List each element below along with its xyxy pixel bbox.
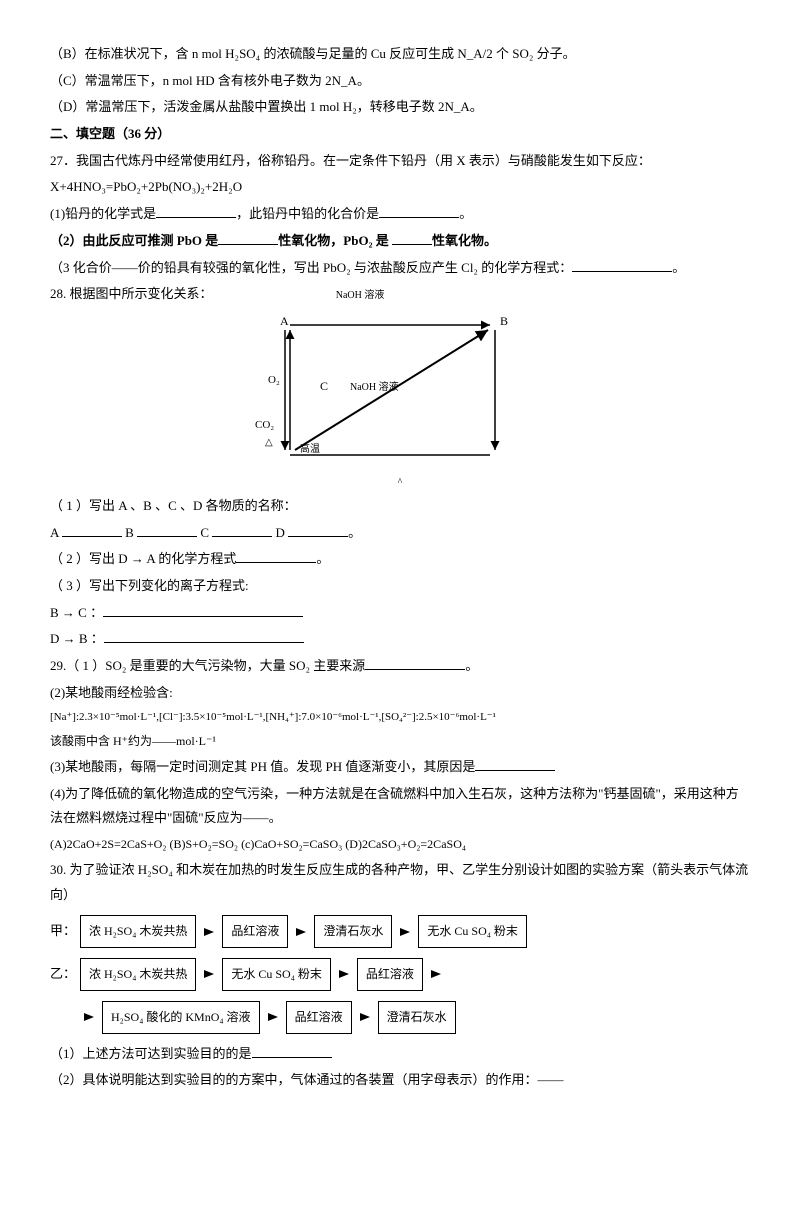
q27-1-text-c: 。 xyxy=(459,206,472,221)
blank xyxy=(475,756,555,771)
label-c: C xyxy=(320,375,328,398)
exp-yi-row2: H₂SO₄ 酸化的 KMnO₄ 溶液 品红溶液 澄清石灰水 xyxy=(50,999,750,1036)
arrow-icon xyxy=(204,928,214,936)
q28-2-text: （ 2 ）写出 D → A 的化学方程式 xyxy=(50,551,236,566)
blank xyxy=(392,230,432,245)
arrow-icon xyxy=(400,928,410,936)
q27-2-text-a: （2）由此反应可推测 PbO 是 xyxy=(50,233,218,248)
label-naoh-mid: NaOH 溶液 xyxy=(350,378,399,397)
q27-3-text-b: 。 xyxy=(672,260,685,275)
box-pinhong: 品红溶液 xyxy=(286,1001,352,1034)
reaction-diagram: A B O₂ C NaOH 溶液 CO₂ △ 高温 xyxy=(230,315,530,465)
q29-options: (A)2CaO+2S=2CaS+O₂ (B)S+O₂=SO₂ (c)CaO+SO… xyxy=(50,833,750,856)
blank xyxy=(379,203,459,218)
q28-3-db: D → B ： xyxy=(50,627,750,652)
q27-2-text-b: 性氧化物，PbO₂ 是 xyxy=(278,233,392,248)
q30-stem: 30. 为了验证浓 H₂SO₄ 和木炭在加热的时发生反应生成的各种产物，甲、乙学… xyxy=(50,858,750,907)
box-heat: 浓 H₂SO₄ 木炭共热 xyxy=(80,915,196,948)
box-limewater: 澄清石灰水 xyxy=(314,915,392,948)
blank xyxy=(252,1043,332,1058)
q29-1-end: 。 xyxy=(465,658,478,673)
jia-label: 甲： xyxy=(50,919,78,944)
box-cuso4: 无水 Cu SO₄ 粉末 xyxy=(418,915,527,948)
exp-yi-row1: 乙： 浓 H₂SO₄ 木炭共热 无水 Cu SO₄ 粉末 品红溶液 xyxy=(50,956,750,993)
label-o2: O₂ xyxy=(268,370,280,391)
section-2-title: 二、填空题（36 分） xyxy=(50,122,750,147)
arrow-icon xyxy=(360,1013,370,1021)
q27-1-text-b: ，此铅丹中铅的化合价是 xyxy=(236,206,379,221)
q29-1-text: 29.（ 1 ）SO₂ 是重要的大气污染物，大量 SO₂ 主要来源 xyxy=(50,658,365,673)
db-label: D → B ： xyxy=(50,631,104,646)
naoh-top-label: NaOH 溶液 xyxy=(336,290,385,301)
q28-text: 28. 根据图中所示变化关系： xyxy=(50,286,213,301)
q29-h: 该酸雨中含 H⁺约为——mol·L⁻¹ xyxy=(50,730,750,753)
option-b: （B）在标准状况下，含 n mol H₂SO₄ 的浓硫酸与足量的 Cu 反应可生… xyxy=(50,42,750,67)
q28-2-end: 。 xyxy=(316,551,329,566)
blank xyxy=(156,203,236,218)
option-d: （D）常温常压下，活泼金属从盐酸中置换出 1 mol H₂，转移电子数 2N_A… xyxy=(50,95,750,120)
label-c2: C xyxy=(200,525,209,540)
q28-2: （ 2 ）写出 D → A 的化学方程式 。 xyxy=(50,547,750,572)
label-a: A xyxy=(280,310,289,333)
q28-stem: 28. 根据图中所示变化关系： NaOH 溶液 xyxy=(50,282,750,307)
blank xyxy=(212,522,272,537)
arrow-icon xyxy=(296,928,306,936)
q28-3-bc: B → C ： xyxy=(50,601,750,626)
q28-1: （ 1 ）写出 A 、B 、C 、D 各物质的名称： xyxy=(50,494,750,519)
option-c: （C）常温常压下，n mol HD 含有核外电子数为 2N_A。 xyxy=(50,69,750,94)
arrow-icon xyxy=(268,1013,278,1021)
q28-1-blanks: A B C D 。 xyxy=(50,521,750,546)
box-heat: 浓 H₂SO₄ 木炭共热 xyxy=(80,958,196,991)
arrow-icon xyxy=(84,1013,94,1021)
q29-1: 29.（ 1 ）SO₂ 是重要的大气污染物，大量 SO₂ 主要来源 。 xyxy=(50,654,750,679)
arrow-icon xyxy=(339,970,349,978)
blank xyxy=(104,628,304,643)
label-gaowen: 高温 xyxy=(300,440,320,459)
label-b2: B xyxy=(125,525,134,540)
q27-part1: (1)铅丹的化学式是 ，此铅丹中铅的化合价是 。 xyxy=(50,202,750,227)
q29-4: (4)为了降低硫的氧化物造成的空气污染，一种方法就是在含硫燃料中加入生石灰，这种… xyxy=(50,782,750,831)
q27-equation: X+4HNO₃=PbO₂+2Pb(NO₃)₂+2H₂O xyxy=(50,175,750,200)
label-tri: △ xyxy=(265,433,273,452)
blank xyxy=(288,522,348,537)
blank xyxy=(103,602,303,617)
exp-jia-row: 甲： 浓 H₂SO₄ 木炭共热 品红溶液 澄清石灰水 无水 Cu SO₄ 粉末 xyxy=(50,913,750,950)
q27-stem: 27．我国古代炼丹中经常使用红丹，俗称铅丹。在一定条件下铅丹（用 X 表示）与硝… xyxy=(50,149,750,174)
box-pinhong: 品红溶液 xyxy=(357,958,423,991)
box-cuso4: 无水 Cu SO₄ 粉末 xyxy=(222,958,331,991)
q27-part3: （3 化合价——价的铅具有较强的氧化性，写出 PbO₂ 与浓盐酸反应产生 Cl₂… xyxy=(50,256,750,281)
q28-3: （ 3 ）写出下列变化的离子方程式: xyxy=(50,574,750,599)
q27-part2: （2）由此反应可推测 PbO 是 性氧化物，PbO₂ 是 性氧化物。 xyxy=(50,229,750,254)
box-pinhong: 品红溶液 xyxy=(222,915,288,948)
arrow-icon xyxy=(431,970,441,978)
label-d2: D xyxy=(276,525,285,540)
box-limewater: 澄清石灰水 xyxy=(378,1001,456,1034)
bc-label: B → C ： xyxy=(50,605,103,620)
q29-ions: [Na⁺]:2.3×10⁻⁵mol·L⁻¹,[Cl⁻]:3.5×10⁻⁵mol·… xyxy=(50,707,750,728)
q29-2: (2)某地酸雨经检验含: xyxy=(50,681,750,706)
arrow-icon xyxy=(204,970,214,978)
q29-3-text: (3)某地酸雨，每隔一定时间测定其 PH 值。发现 PH 值逐渐变小，其原因是 xyxy=(50,759,475,774)
label-a2: A xyxy=(50,525,59,540)
period: 。 xyxy=(348,525,361,540)
blank xyxy=(365,655,465,670)
blank xyxy=(62,522,122,537)
q30-1-text: （1）上述方法可达到实验目的的是 xyxy=(50,1046,252,1061)
q29-3: (3)某地酸雨，每隔一定时间测定其 PH 值。发现 PH 值逐渐变小，其原因是 xyxy=(50,755,750,780)
q30-1: （1）上述方法可达到实验目的的是 xyxy=(50,1042,750,1067)
caret-label: ^ xyxy=(50,473,750,492)
blank xyxy=(137,522,197,537)
label-b: B xyxy=(500,310,508,333)
blank xyxy=(218,230,278,245)
q30-2: （2）具体说明能达到实验目的的方案中，气体通过的各装置（用字母表示）的作用：—— xyxy=(50,1068,750,1093)
q27-2-text-c: 性氧化物。 xyxy=(432,233,497,248)
box-kmno4: H₂SO₄ 酸化的 KMnO₄ 溶液 xyxy=(102,1001,260,1034)
q27-3-text-a: （3 化合价——价的铅具有较强的氧化性，写出 PbO₂ 与浓盐酸反应产生 Cl₂… xyxy=(50,260,572,275)
yi-label: 乙： xyxy=(50,962,78,987)
blank xyxy=(572,257,672,272)
blank xyxy=(236,548,316,563)
q27-1-text-a: (1)铅丹的化学式是 xyxy=(50,206,156,221)
